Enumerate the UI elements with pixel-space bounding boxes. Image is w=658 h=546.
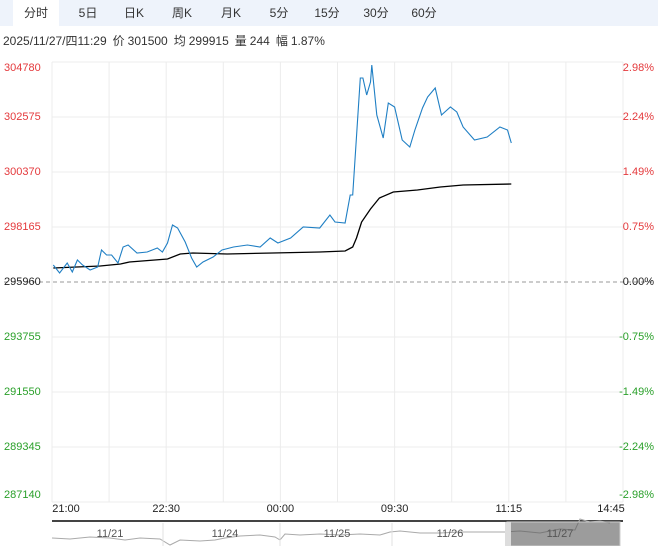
percent-axis-label: 1.49%: [622, 166, 654, 178]
avg-label: 均: [173, 34, 186, 48]
tab-15-min[interactable]: 15分: [314, 6, 340, 20]
avg-value: 299915: [188, 34, 229, 48]
quote-info-line: 2025/11/27/四11:29 价 301500 均 299915 量 244 幅 1.87…: [3, 32, 331, 49]
navigator-date: 11/21: [96, 528, 124, 540]
volume-value: 244: [249, 34, 270, 48]
price-axis-label: 289345: [4, 441, 41, 453]
navigator-date: 11/24: [211, 528, 239, 540]
tab-daily-k[interactable]: 日K: [123, 6, 144, 20]
quote-datetime: 2025/11/27/四11:29: [3, 34, 107, 48]
time-axis-label: 00:00: [266, 503, 295, 515]
navigator-handle-left[interactable]: [505, 522, 511, 546]
price-axis-label: 300370: [4, 166, 41, 178]
tab-30-min[interactable]: 30分: [363, 6, 389, 20]
average-price-line: [53, 183, 512, 269]
percent-axis-label: 0.00%: [622, 276, 654, 288]
change-value: 1.87%: [290, 34, 325, 48]
time-axis-label: 11:15: [495, 503, 523, 515]
percent-axis-label: -0.75%: [619, 331, 654, 343]
tab-weekly-k[interactable]: 周K: [171, 6, 192, 20]
tab-5-min[interactable]: 5分: [269, 6, 289, 20]
percent-axis-label: 2.98%: [622, 62, 654, 74]
grid-lines: [4, 61, 654, 503]
tab-5-day[interactable]: 5日: [78, 6, 98, 20]
price-axis-label: 304780: [4, 62, 41, 74]
time-axis-label: 21:00: [52, 503, 80, 515]
price-axis-label: 287140: [4, 489, 41, 501]
time-axis-label: 09:30: [380, 503, 409, 515]
percent-axis-label: 2.24%: [622, 111, 654, 123]
price-axis-label: 293755: [4, 331, 41, 343]
price-axis-label: 302575: [4, 111, 41, 123]
percent-axis-label: -1.49%: [619, 386, 654, 398]
price-line: [52, 64, 512, 274]
navigator-date: 11/26: [436, 528, 464, 540]
tab-monthly-k[interactable]: 月K: [220, 6, 241, 20]
navigator[interactable]: [51, 518, 621, 546]
price-axis-label: 295960: [4, 276, 41, 288]
percent-axis-label: 0.75%: [622, 221, 654, 233]
time-axis-label: 22:30: [152, 503, 180, 515]
price-axis-label: 291550: [4, 386, 41, 398]
price-value: 301500: [127, 34, 168, 48]
price-axis-label: 298165: [4, 221, 41, 233]
time-axis-label: 14:45: [597, 503, 625, 515]
navigator-date: 11/27: [546, 528, 574, 540]
chart-period-tabs: 分时 5日 日K 周K 月K 5分 15分 30分 60分: [0, 0, 658, 26]
volume-label: 量: [234, 34, 247, 48]
tab-intraday[interactable]: 分时: [13, 0, 59, 26]
tab-60-min[interactable]: 60分: [411, 6, 437, 20]
percent-axis-label: -2.24%: [619, 441, 654, 453]
navigator-date: 11/25: [323, 528, 351, 540]
percent-axis-label: -2.98%: [619, 489, 654, 501]
price-label: 价: [112, 34, 125, 48]
change-label: 幅: [275, 34, 288, 48]
